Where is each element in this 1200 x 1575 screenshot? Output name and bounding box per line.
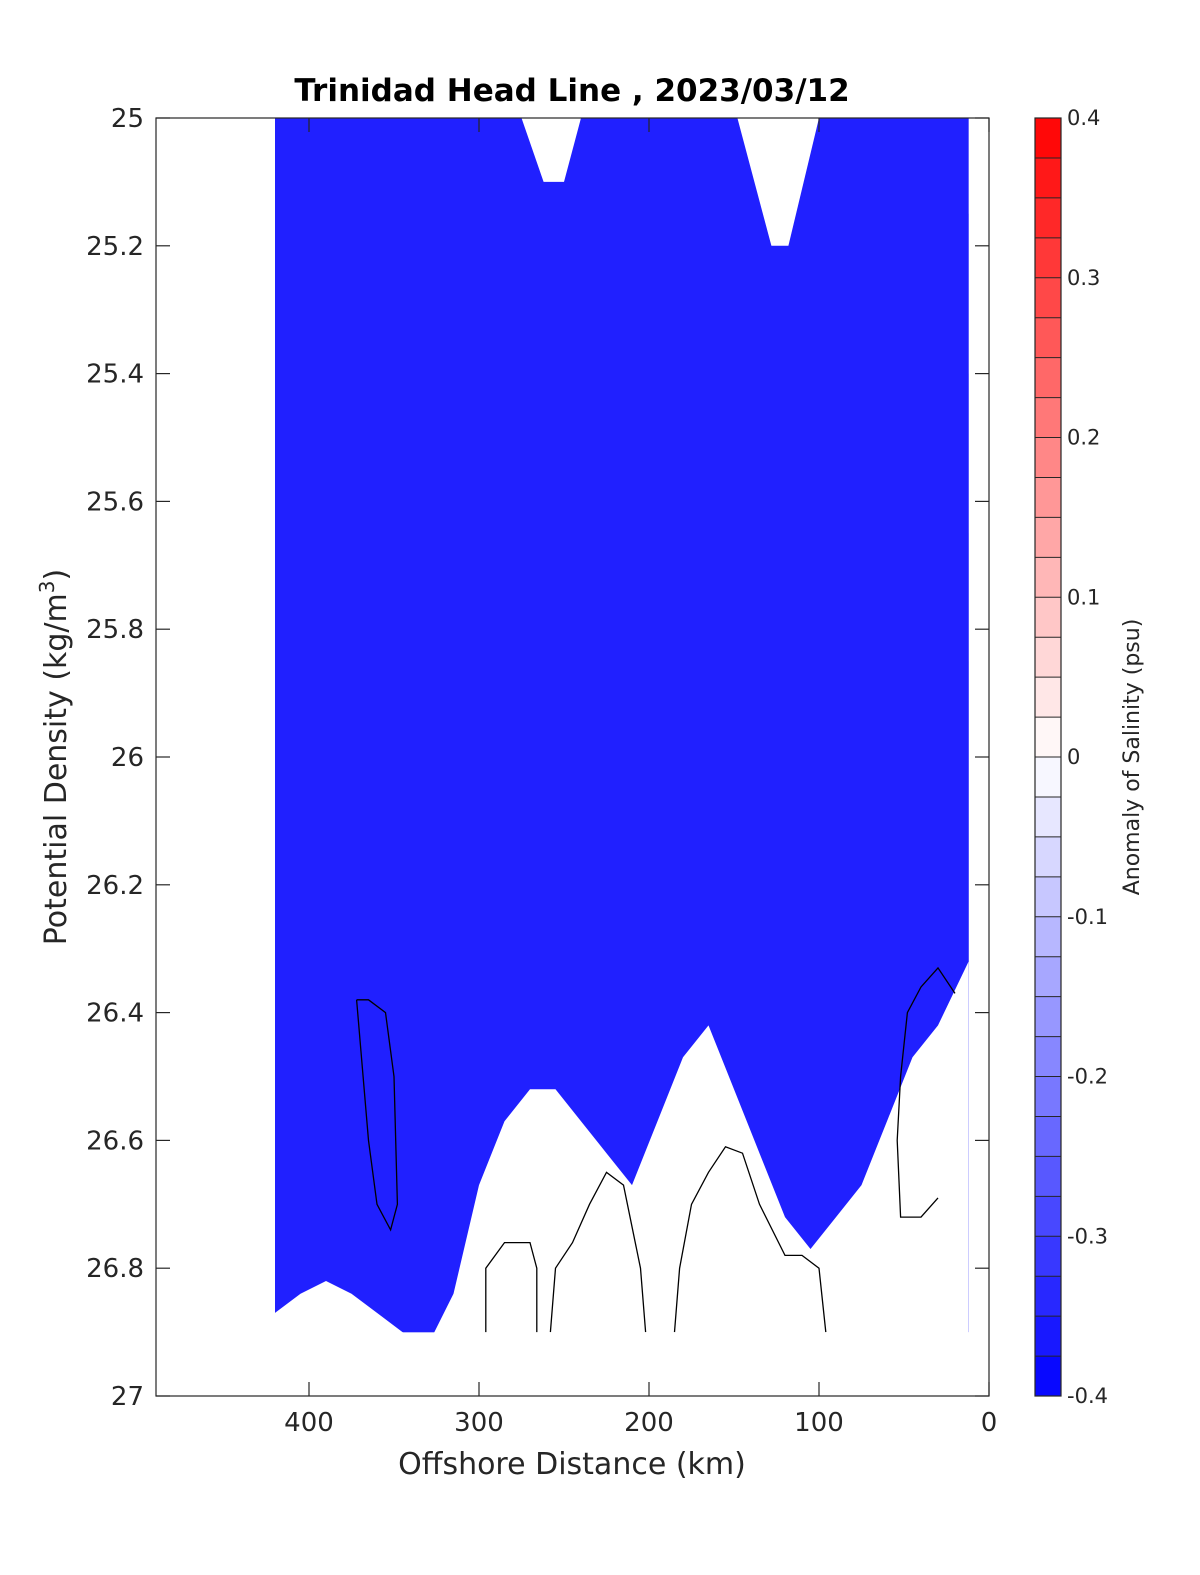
zero-anomaly-region (275, 961, 969, 1396)
colorbar-level (1035, 717, 1061, 758)
x-tick-label: 300 (454, 1408, 504, 1438)
colorbar-level (1035, 517, 1061, 558)
x-tick-label: 200 (624, 1408, 674, 1438)
colorbar-level (1035, 876, 1061, 918)
colorbar-level (1035, 1316, 1061, 1357)
x-tick-label: 100 (794, 1408, 844, 1438)
colorbar-tick-label: 0.4 (1067, 106, 1100, 130)
x-axis-ticks: 400 300 200 100 0 (284, 118, 997, 1438)
colorbar-level (1035, 677, 1061, 718)
colorbar-level (1035, 1196, 1061, 1237)
colorbar-tick-label: 0.3 (1067, 266, 1100, 290)
colorbar-level (1035, 1116, 1061, 1157)
colorbar-tick-label: 0.2 (1067, 426, 1100, 450)
colorbar: 0.4 0.3 0.2 0.1 0 -0.1 -0.2 -0.3 -0.4 (1034, 106, 1108, 1408)
colorbar-level (1035, 836, 1061, 878)
y-tick-label: 25 (111, 104, 144, 134)
colorbar-level (1035, 477, 1061, 518)
colorbar-level (1035, 796, 1061, 838)
colorbar-level (1035, 1236, 1061, 1277)
y-tick-label: 25.2 (86, 232, 144, 262)
colorbar-tick-label: 0 (1067, 745, 1080, 769)
y-tick-label: 26.2 (86, 871, 144, 901)
y-tick-label: 25.8 (86, 615, 144, 645)
y-axis-label: Potential Density (kg/m3) (35, 569, 74, 945)
colorbar-level (1035, 1036, 1061, 1077)
colorbar-level (1035, 757, 1061, 798)
colorbar-level (1035, 916, 1061, 958)
x-tick-label: 0 (981, 1408, 998, 1438)
contour-bands (275, 118, 969, 1396)
colorbar-level (1035, 1276, 1061, 1317)
colorbar-label: Anomaly of Salinity (psu) (1120, 619, 1145, 896)
colorbar-level (1035, 996, 1061, 1038)
y-axis-label-superscript: 3 (35, 580, 59, 593)
colorbar-level (1035, 1076, 1061, 1117)
colorbar-level (1035, 956, 1061, 998)
zero-contour-line (485, 1241, 538, 1333)
y-axis-ticks: 25 25.2 25.4 25.6 25.8 26 26.2 26.4 26.6 26.8 27 (86, 104, 989, 1412)
colorbar-tick-label: -0.1 (1067, 905, 1108, 929)
colorbar-level (1035, 397, 1061, 438)
colorbar-tick-label: -0.4 (1067, 1384, 1108, 1408)
colorbar-level (1035, 1356, 1061, 1397)
colorbar-tick-label: 0.1 (1067, 585, 1100, 609)
colorbar-level (1035, 437, 1061, 478)
colorbar-level (1035, 357, 1061, 399)
zero-contour-line (673, 1146, 827, 1333)
zero-contour-line (549, 1171, 647, 1333)
colorbar-level (1035, 277, 1061, 319)
x-tick-label: 400 (284, 1408, 334, 1438)
colorbar-tick-label: -0.3 (1067, 1224, 1108, 1248)
y-tick-label: 25.4 (86, 360, 144, 390)
colorbar-level (1035, 1156, 1061, 1197)
contour-band (275, 118, 969, 1333)
y-axis-label-close: ) (39, 569, 74, 581)
colorbar-tick-label: -0.2 (1067, 1065, 1108, 1089)
zero-contour-lines (355, 966, 956, 1333)
x-axis-label: Offshore Distance (km) (398, 1447, 746, 1482)
colorbar-level (1035, 557, 1061, 598)
colorbar-level (1035, 637, 1061, 678)
chart-title: Trinidad Head Line , 2023/03/12 (294, 73, 849, 109)
missing-data-notch (737, 118, 819, 246)
colorbar-level (1035, 197, 1061, 239)
y-tick-label: 26.4 (86, 999, 144, 1029)
zero-contour-line (355, 999, 399, 1232)
y-tick-label: 26.8 (86, 1254, 144, 1284)
colorbar-level (1035, 118, 1061, 159)
colorbar-level (1035, 317, 1061, 359)
missing-data-notch (521, 118, 581, 182)
colorbar-level (1035, 597, 1061, 638)
colorbar-level (1035, 157, 1061, 199)
y-axis-label-text: Potential Density (kg/m (39, 593, 74, 945)
y-tick-label: 25.6 (86, 487, 144, 517)
y-tick-label: 27 (111, 1382, 144, 1412)
colorbar-frame (1034, 117, 1062, 1397)
contour-plot-area: 400 300 200 100 0 25 25.2 25.4 25.6 25.8 26 26.2 26… (86, 104, 997, 1438)
zero-contour-line (896, 966, 956, 1218)
y-tick-label: 26.6 (86, 1126, 144, 1156)
colorbar-level (1035, 237, 1061, 279)
y-tick-label: 26 (111, 743, 144, 773)
